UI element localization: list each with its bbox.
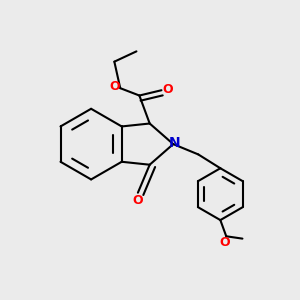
Text: O: O	[162, 82, 173, 95]
Text: O: O	[109, 80, 120, 93]
Text: N: N	[169, 136, 180, 150]
Text: O: O	[132, 194, 142, 207]
Text: O: O	[220, 236, 230, 249]
